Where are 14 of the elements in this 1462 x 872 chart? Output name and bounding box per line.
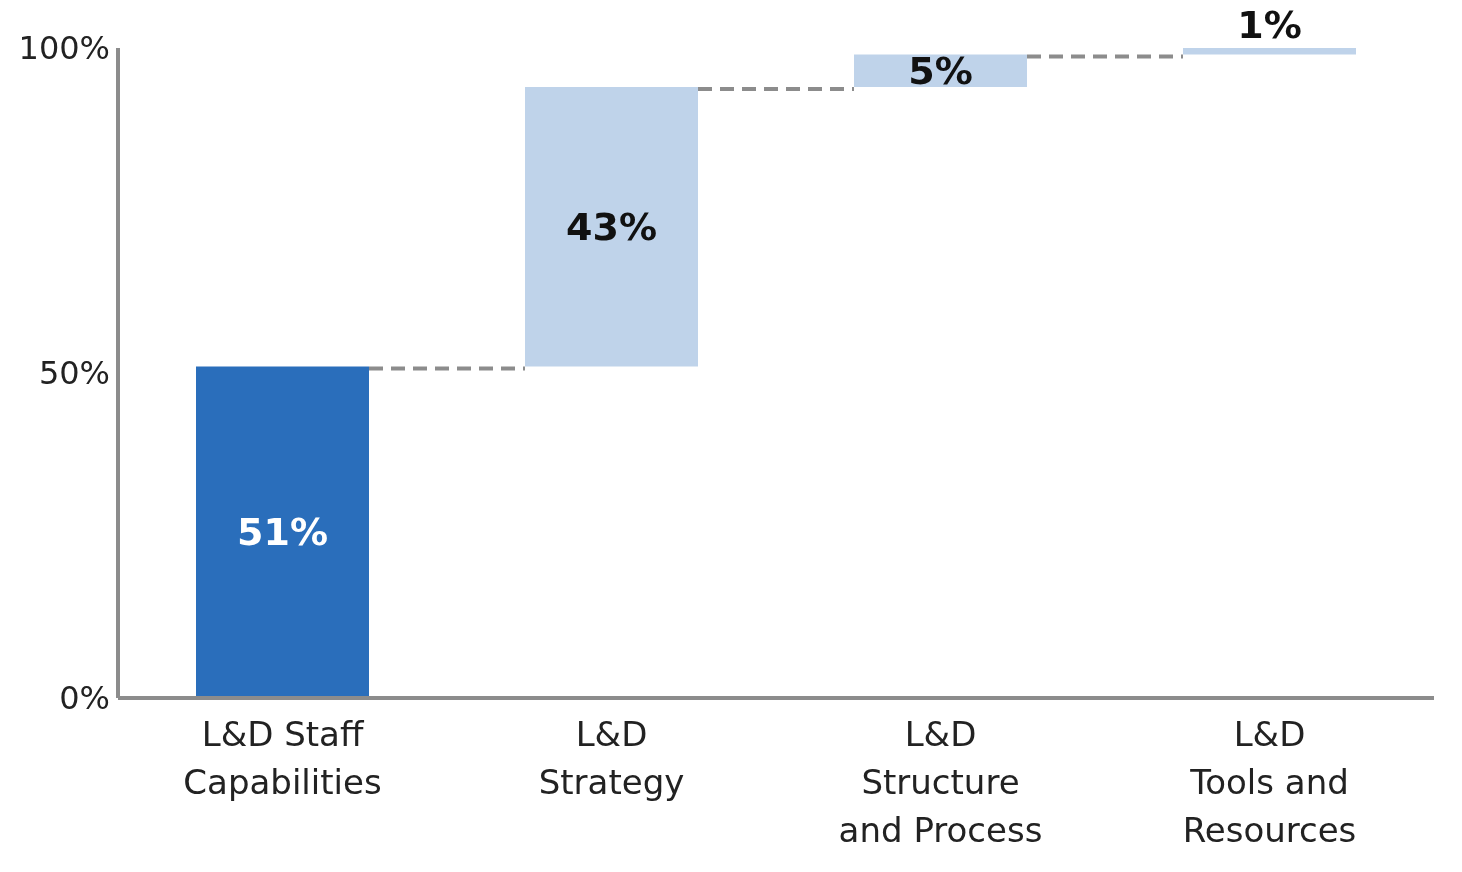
data-label: 43% xyxy=(566,204,657,249)
y-tick-label: 100% xyxy=(18,29,110,68)
y-tick-label: 0% xyxy=(59,679,110,718)
bar xyxy=(525,87,698,367)
x-tick-label: L&D Strategy xyxy=(538,714,685,802)
data-label: 1% xyxy=(1237,3,1302,47)
data-label: 51% xyxy=(237,510,328,555)
bar xyxy=(196,366,369,698)
data-label: 5% xyxy=(908,48,973,93)
y-tick-label: 50% xyxy=(38,354,110,393)
x-tick-label: L&D Staff Capabilities xyxy=(183,714,382,802)
x-tick-label: L&D Structure and Process xyxy=(838,714,1043,850)
x-tick-label: L&D Tools and Resources xyxy=(1182,714,1357,850)
bar xyxy=(1183,48,1356,55)
